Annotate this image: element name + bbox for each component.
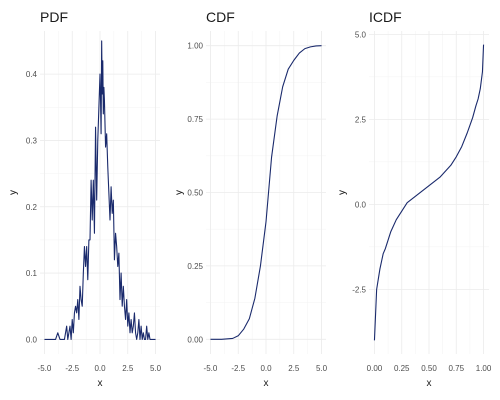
cdf-y-tick-label: 1.00: [187, 42, 203, 51]
icdf-y-tick-label: 5.0: [355, 30, 367, 39]
pdf-x-tick-label: -2.5: [65, 364, 79, 373]
icdf-ylabel: y: [337, 190, 348, 195]
pdf-series-line: [44, 40, 156, 340]
icdf-panel: ICDF x y 0.00 0.25 0.50 0.75 1.00 -2.5 0.0 2.5 5…: [337, 9, 492, 389]
pdf-title: PDF: [40, 9, 68, 25]
icdf-grid: [369, 31, 489, 354]
pdf-x-tick-label: 2.5: [122, 364, 134, 373]
icdf-x-tick-label: 0.75: [448, 364, 464, 373]
icdf-y-tick-label: -2.5: [352, 285, 366, 294]
cdf-x-tick-label: -5.0: [204, 364, 218, 373]
pdf-y-tick-label: 0.2: [26, 203, 38, 212]
pdf-panel: PDF x y -5.0 -2.5 0.0 2.5 5.0 0.0 0.1 0.2 0.3 0.4: [8, 9, 162, 389]
pdf-xlabel: x: [98, 378, 103, 389]
icdf-y-tick-label: 2.5: [355, 115, 367, 124]
cdf-panel: CDF x y -5.0 -2.5 0.0 2.5 5.0 0.00 0.25 0.50 0.7…: [174, 9, 328, 389]
pdf-x-tick-label: -5.0: [38, 364, 52, 373]
cdf-x-tick-label: -2.5: [231, 364, 245, 373]
pdf-x-tick-label: 5.0: [150, 364, 162, 373]
cdf-ylabel: y: [174, 190, 185, 195]
pdf-y-tick-label: 0.3: [26, 136, 38, 145]
pdf-y-tick-label: 0.4: [26, 70, 38, 79]
cdf-xlabel: x: [264, 378, 269, 389]
cdf-grid: [206, 31, 326, 354]
icdf-series-line: [373, 44, 485, 341]
pdf-y-tick-label: 0.1: [26, 269, 38, 278]
cdf-series-line: [210, 45, 322, 340]
icdf-y-tick-label: 0.0: [355, 200, 367, 209]
icdf-title: ICDF: [369, 9, 402, 25]
icdf-x-tick-label: 0.50: [421, 364, 437, 373]
pdf-y-tick-label: 0.0: [26, 335, 38, 344]
cdf-x-tick-label: 5.0: [316, 364, 328, 373]
cdf-title: CDF: [206, 9, 235, 25]
pdf-x-tick-label: 0.0: [94, 364, 106, 373]
cdf-y-tick-label: 0.75: [187, 115, 203, 124]
cdf-y-tick-label: 0.25: [187, 262, 203, 271]
icdf-xlabel: x: [427, 378, 432, 389]
cdf-x-tick-label: 0.0: [260, 364, 272, 373]
icdf-x-tick-label: 0.25: [394, 364, 410, 373]
icdf-x-tick-label: 0.00: [367, 364, 383, 373]
cdf-y-tick-label: 0.00: [187, 335, 203, 344]
pdf-ylabel: y: [8, 190, 19, 195]
icdf-x-tick-label: 1.00: [476, 364, 492, 373]
cdf-y-tick-label: 0.50: [187, 189, 203, 198]
cdf-x-tick-label: 2.5: [288, 364, 300, 373]
